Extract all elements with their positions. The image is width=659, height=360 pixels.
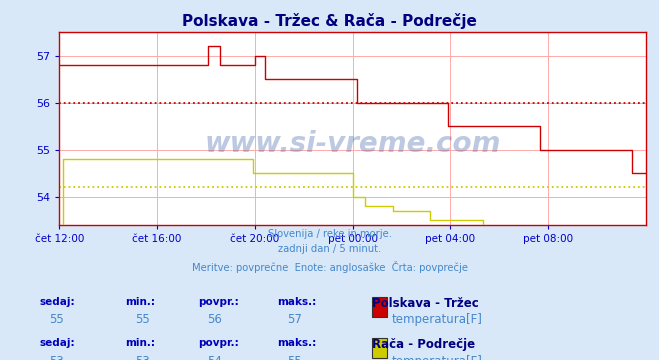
Text: sedaj:: sedaj: — [40, 338, 75, 348]
Text: Polskava - Tržec: Polskava - Tržec — [372, 297, 479, 310]
Text: temperatura[F]: temperatura[F] — [392, 355, 483, 360]
Text: min.:: min.: — [125, 297, 156, 307]
Text: maks.:: maks.: — [277, 338, 316, 348]
Text: 57: 57 — [287, 313, 302, 326]
Text: 55: 55 — [49, 313, 64, 326]
Text: temperatura[F]: temperatura[F] — [392, 313, 483, 326]
Text: povpr.:: povpr.: — [198, 338, 239, 348]
Text: sedaj:: sedaj: — [40, 297, 75, 307]
Text: Slovenija / reke in morje.
zadnji dan / 5 minut.
Meritve: povprečne  Enote: angl: Slovenija / reke in morje. zadnji dan / … — [192, 229, 467, 273]
Text: 54: 54 — [208, 355, 223, 360]
Text: Polskava - Tržec & Rača - Podrečje: Polskava - Tržec & Rača - Podrečje — [182, 13, 477, 28]
Text: min.:: min.: — [125, 338, 156, 348]
Text: 53: 53 — [135, 355, 150, 360]
Text: 53: 53 — [49, 355, 64, 360]
Text: povpr.:: povpr.: — [198, 297, 239, 307]
Text: 55: 55 — [135, 313, 150, 326]
Text: 56: 56 — [208, 313, 223, 326]
Text: maks.:: maks.: — [277, 297, 316, 307]
Text: www.si-vreme.com: www.si-vreme.com — [204, 130, 501, 158]
Text: 55: 55 — [287, 355, 301, 360]
Bar — [372, 338, 387, 358]
Bar — [372, 297, 387, 317]
Text: Rača - Podrečje: Rača - Podrečje — [372, 338, 475, 351]
